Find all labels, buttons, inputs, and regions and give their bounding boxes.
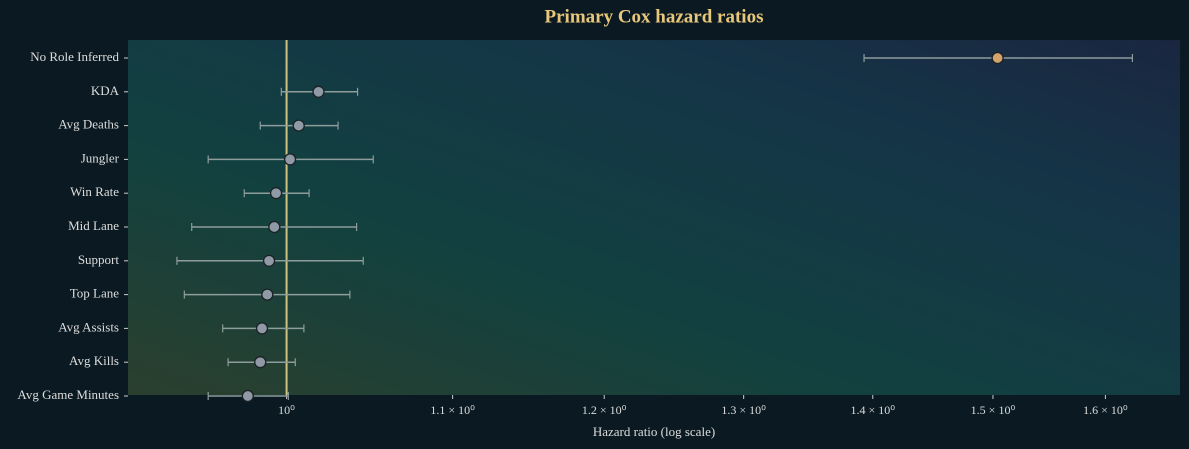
point: [241, 389, 254, 403]
point: [255, 322, 269, 335]
point: [268, 220, 281, 234]
point: [269, 187, 283, 200]
x-tick-label: 1.1 × 10⁰: [430, 403, 475, 417]
y-tick-label: No Role Inferred: [30, 49, 119, 64]
point: [283, 153, 297, 166]
chart-title: Primary Cox hazard ratios: [545, 6, 764, 27]
point: [312, 85, 325, 98]
x-tick-label: 1.2 × 10⁰: [582, 403, 627, 417]
y-tick-label: Win Rate: [70, 184, 119, 199]
y-tick-label: Avg Kills: [69, 353, 119, 368]
y-tick-label: Avg Game Minutes: [17, 387, 119, 402]
x-tick-label: 10⁰: [278, 403, 295, 417]
y-tick-label: Avg Assists: [58, 319, 119, 334]
y-tick-label: KDA: [91, 83, 120, 98]
x-tick-label: 1.6 × 10⁰: [1083, 403, 1128, 417]
x-axis-label: Hazard ratio (log scale): [593, 424, 715, 439]
x-tick-label: 1.4 × 10⁰: [850, 403, 895, 417]
y-tick-label: Avg Deaths: [58, 117, 119, 132]
point: [261, 288, 274, 301]
point: [262, 254, 276, 267]
y-tick-label: Mid Lane: [68, 218, 119, 233]
point: [292, 119, 305, 132]
y-tick-label: Jungler: [81, 150, 120, 165]
point: [991, 51, 1004, 65]
x-tick-label: 1.5 × 10⁰: [971, 403, 1016, 417]
plot-area: [128, 40, 1180, 395]
y-tick-label: Support: [78, 252, 120, 267]
point: [254, 356, 267, 369]
x-tick-label: 1.3 × 10⁰: [721, 403, 766, 417]
y-tick-label: Top Lane: [70, 286, 119, 301]
